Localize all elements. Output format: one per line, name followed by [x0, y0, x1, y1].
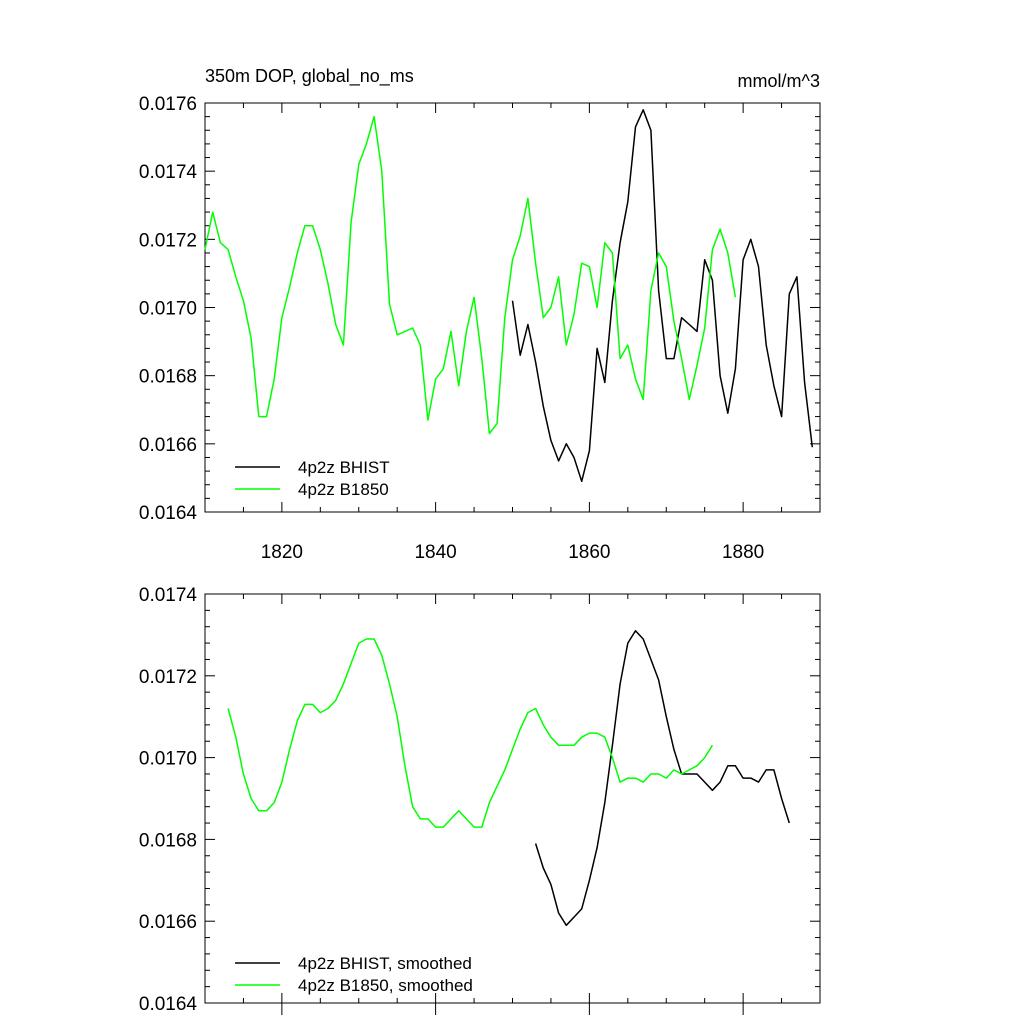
y-tick-label: 0.0164	[139, 994, 198, 1015]
y-tick-label: 0.0174	[139, 162, 198, 183]
y-tick-label: 0.0176	[139, 94, 197, 115]
series-line-1	[204, 115, 737, 435]
y-tick-label: 0.0166	[139, 435, 197, 456]
legend-label: 4p2z BHIST, smoothed	[298, 954, 472, 973]
x-tick-label: 1820	[261, 542, 303, 563]
legend-label: 4p2z B1850, smoothed	[298, 976, 473, 995]
y-tick-label: 0.0170	[139, 299, 197, 320]
y-tick-label: 0.0174	[139, 585, 198, 606]
legend-label: 4p2z B1850	[298, 480, 389, 499]
chart-title: 350m DOP, global_no_ms	[205, 66, 414, 87]
x-tick-label: 1880	[722, 542, 764, 563]
series-line-0	[534, 630, 791, 927]
legend-label: 4p2z BHIST	[298, 458, 390, 477]
chart-units: mmol/m^3	[738, 71, 820, 91]
x-tick-label: 1860	[568, 542, 610, 563]
y-tick-label: 0.0164	[139, 503, 198, 524]
y-tick-label: 0.0168	[139, 830, 197, 851]
x-tick-label: 1840	[414, 542, 456, 563]
series-line-1	[227, 638, 714, 828]
y-tick-label: 0.0172	[139, 667, 197, 688]
y-tick-label: 0.0170	[139, 749, 197, 770]
y-tick-label: 0.0168	[139, 367, 197, 388]
y-tick-label: 0.0172	[139, 230, 197, 251]
y-tick-label: 0.0166	[139, 912, 197, 933]
series-line-0	[511, 109, 814, 483]
